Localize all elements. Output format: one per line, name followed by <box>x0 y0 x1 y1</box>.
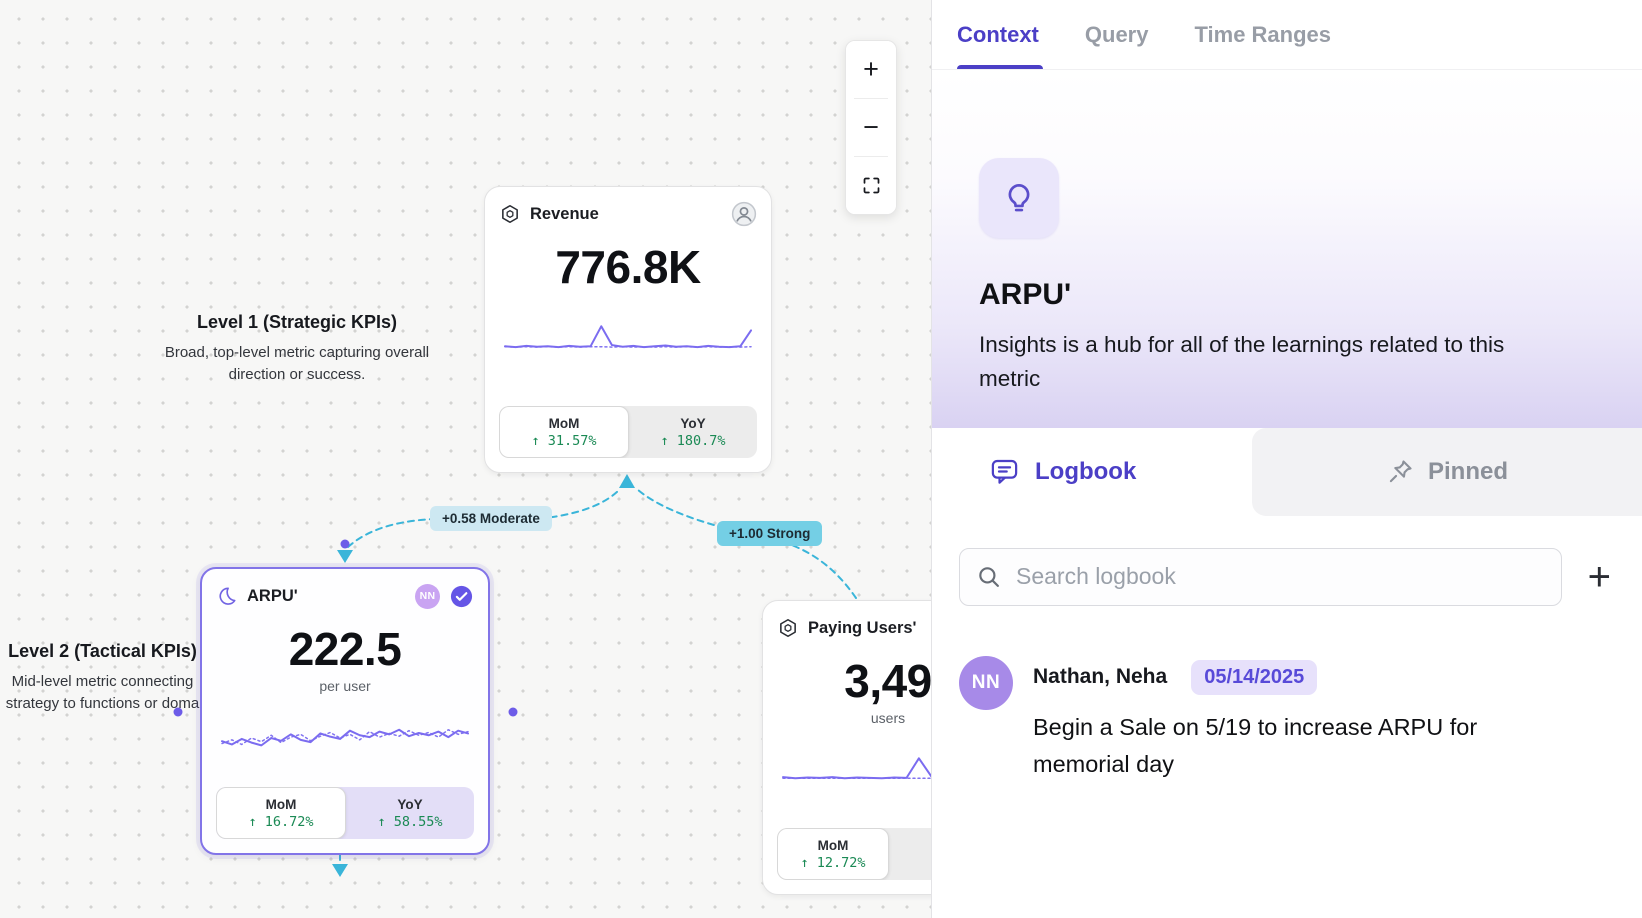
pin-icon <box>1389 459 1412 482</box>
level1-title: Level 1 (Strategic KPIs) <box>196 312 398 332</box>
tab-context[interactable]: Context <box>957 0 1043 69</box>
yoy-label: YoY <box>680 415 706 431</box>
logbook-tab-label: Logbook <box>1035 457 1137 485</box>
zoom-out-button[interactable]: − <box>846 99 896 156</box>
edge-handles[interactable] <box>173 539 518 717</box>
panel-tabs: Context Query Time Ranges <box>932 0 1642 70</box>
tab-pinned[interactable]: Pinned <box>1252 427 1642 516</box>
yoy-value: ↑ 58.55% <box>377 813 443 830</box>
tab-logbook[interactable]: Logbook <box>932 456 1136 487</box>
entry-date-badge: 05/14/2025 <box>1191 659 1318 695</box>
level2-title: Level 2 (Tactical KPIs) <box>8 641 197 661</box>
metric-value: 222.5 <box>288 623 402 675</box>
toolbar-divider <box>854 98 888 99</box>
metric-unit: per user <box>319 678 371 694</box>
crescent-moon-icon <box>219 587 236 605</box>
metric-value: 776.8K <box>555 241 701 293</box>
collaborator-avatar: NN <box>415 583 440 609</box>
entry-text: Begin a Sale on 5/19 to increase ARPU fo… <box>1033 713 1478 778</box>
mom-label: MoM <box>817 837 849 853</box>
canvas-zoom-toolbar: + − <box>845 40 897 215</box>
mom-value: ↑ 16.72% <box>248 813 314 830</box>
zoom-in-button[interactable]: + <box>846 41 896 98</box>
metric-card-paying-users[interactable]: Paying Users' 3,49 users MoM ↑ 12.72% <box>762 600 931 895</box>
mom-stat[interactable]: MoM ↑ 12.72% <box>777 828 889 880</box>
yoy-value: ↑ 180.7% <box>660 432 726 449</box>
logbook-entry: NN Nathan, Neha 05/14/2025 Begin a Sale … <box>932 655 1642 784</box>
logbook-search-box[interactable] <box>959 547 1562 606</box>
mom-value: ↑ 31.57% <box>531 432 597 449</box>
period-stats: MoM ↑ 16.72% YoY ↑ 58.55% <box>216 787 474 839</box>
mom-stat[interactable]: MoM ↑ 16.72% <box>216 787 346 839</box>
metric-card-revenue[interactable]: Revenue 776.8K MoM ↑ 31.57% YoY <box>484 186 772 473</box>
revenue-sparkline <box>505 306 751 354</box>
insights-tile <box>979 158 1059 238</box>
metric-title: Revenue <box>530 204 599 223</box>
entry-author: Nathan, Neha <box>1033 665 1168 688</box>
period-stats: MoM ↑ 12.72% <box>777 828 931 880</box>
edge-label-moderate[interactable]: +0.58 Moderate <box>430 506 552 531</box>
fit-view-button[interactable] <box>846 157 896 214</box>
metric-tree-canvas[interactable]: Level 1 (Strategic KPIs) Broad, top-leve… <box>0 0 931 918</box>
owner-avatar-icon <box>731 201 757 227</box>
metric-card-arpu[interactable]: ARPU' NN 222.5 per user MoM ↑ 16.72% <box>200 567 490 855</box>
panel-metric-description: Insights is a hub for all of the learnin… <box>979 332 1505 391</box>
edge-label-strong[interactable]: +1.00 Strong <box>717 521 823 546</box>
metric-unit: users <box>870 710 906 726</box>
add-logbook-entry-button[interactable]: + <box>1584 557 1615 597</box>
arpu-sparkline <box>222 706 468 760</box>
logbook-pinned-tabs: Logbook Pinned <box>932 427 1642 516</box>
arpu-card-header: ARPU' NN <box>216 583 474 609</box>
paying-sparkline-wrap <box>783 738 931 786</box>
level2-description: Mid-level metric connecting strategy to … <box>5 673 200 712</box>
metric-context-header: ARPU' Insights is a hub for all of the l… <box>932 70 1642 428</box>
period-stats: MoM ↑ 31.57% YoY ↑ 180.7% <box>499 406 757 458</box>
mom-label: MoM <box>265 796 297 812</box>
logbook-search-row: + <box>932 547 1642 606</box>
entry-avatar: NN <box>959 655 1013 710</box>
yoy-stat[interactable]: YoY ↑ 58.55% <box>346 787 474 839</box>
hexagon-metric-icon <box>780 618 796 638</box>
paying-users-sparkline <box>783 738 931 786</box>
entry-header: Nathan, Neha 05/14/2025 <box>1033 659 1528 695</box>
edge-arrowheads <box>332 474 635 877</box>
level1-description: Broad, top-level metric capturing overal… <box>164 344 430 383</box>
search-input[interactable] <box>1016 563 1545 590</box>
pinned-tab-label: Pinned <box>1427 457 1508 485</box>
metric-title: ARPU' <box>247 586 298 605</box>
mom-stat[interactable]: MoM ↑ 31.57% <box>499 406 629 458</box>
arpu-sparkline-wrap <box>222 706 468 760</box>
level1-annotation: Level 1 (Strategic KPIs) Broad, top-leve… <box>152 312 442 386</box>
logbook-chat-icon <box>991 459 1018 484</box>
revenue-card-header: Revenue <box>499 201 757 227</box>
yoy-stat[interactable]: YoY ↑ 180.7% <box>629 406 757 458</box>
mom-value: ↑ 12.72% <box>800 854 866 871</box>
entry-body: Nathan, Neha 05/14/2025 Begin a Sale on … <box>1033 656 1528 784</box>
tab-time-ranges[interactable]: Time Ranges <box>1194 21 1332 47</box>
yoy-label: YoY <box>397 796 423 812</box>
mom-label: MoM <box>548 415 580 431</box>
metric-title: Paying Users' <box>808 618 917 637</box>
context-panel: Context Query Time Ranges ARPU' Insights… <box>931 0 1642 918</box>
verified-check-icon <box>450 585 473 607</box>
paying-card-header: Paying Users' <box>777 615 931 641</box>
yoy-stat[interactable] <box>889 828 931 880</box>
hexagon-metric-icon <box>502 204 518 224</box>
lightbulb-icon <box>1008 183 1030 212</box>
metric-value: 3,49 <box>844 655 931 707</box>
level2-annotation: Level 2 (Tactical KPIs) Mid-level metric… <box>0 641 220 715</box>
fit-view-icon <box>863 177 879 194</box>
revenue-sparkline-wrap <box>505 306 751 354</box>
search-icon <box>979 566 999 587</box>
tab-query[interactable]: Query <box>1084 21 1149 47</box>
toolbar-divider <box>854 156 888 157</box>
panel-metric-title: ARPU' <box>979 278 1072 311</box>
